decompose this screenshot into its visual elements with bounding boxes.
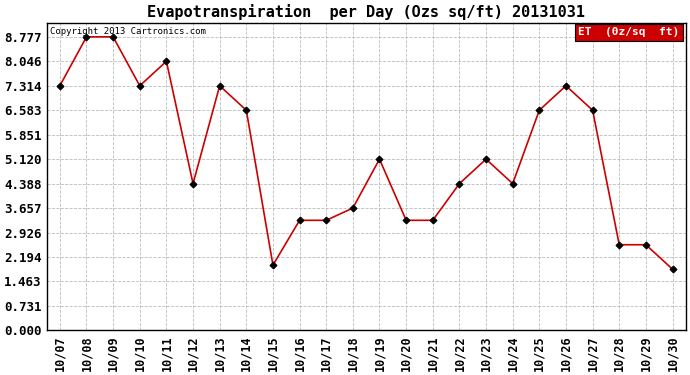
Text: ET  (0z/sq  ft): ET (0z/sq ft) — [578, 27, 680, 38]
Text: Copyright 2013 Cartronics.com: Copyright 2013 Cartronics.com — [50, 27, 206, 36]
Title: Evapotranspiration  per Day (Ozs sq/ft) 20131031: Evapotranspiration per Day (Ozs sq/ft) 2… — [147, 4, 585, 20]
